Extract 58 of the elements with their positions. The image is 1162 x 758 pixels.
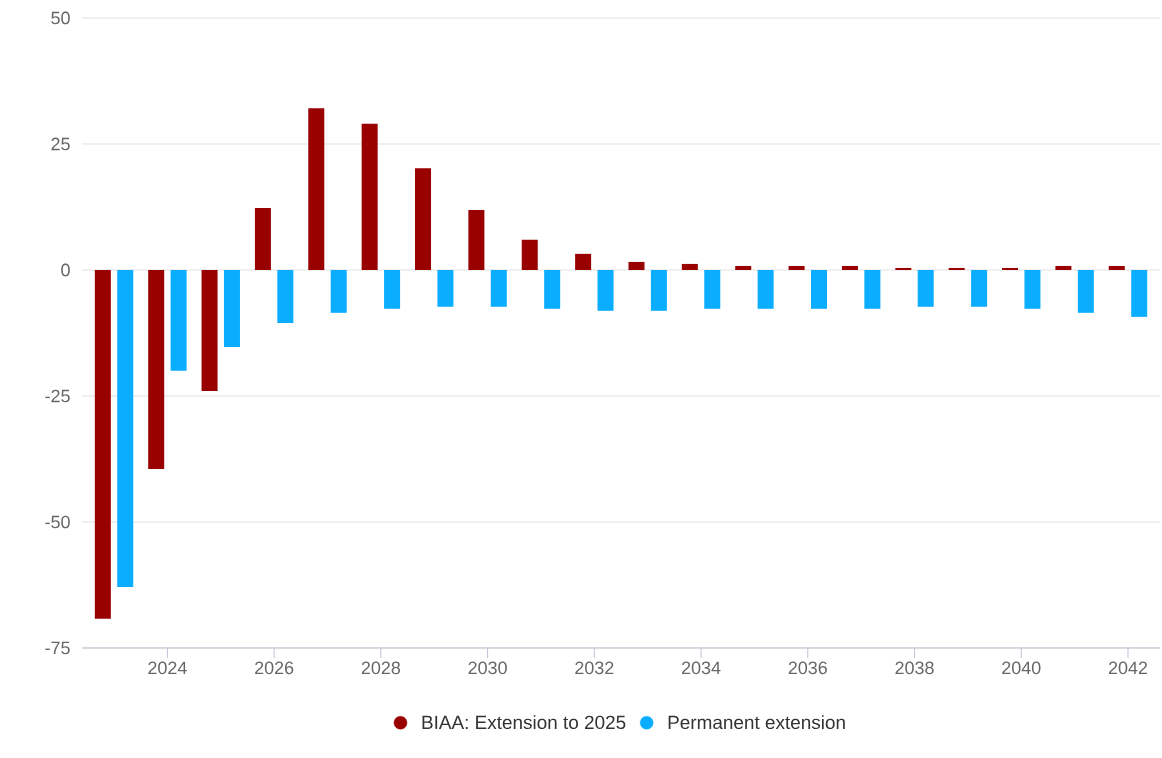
bar bbox=[864, 269, 881, 309]
legend-label: BIAA: Extension to 2025 bbox=[422, 715, 626, 730]
bar bbox=[521, 239, 538, 270]
bar bbox=[1055, 265, 1072, 270]
bar bbox=[1024, 269, 1041, 309]
bar bbox=[170, 269, 187, 371]
bar bbox=[361, 123, 378, 270]
bar bbox=[490, 269, 507, 307]
bar bbox=[117, 269, 134, 587]
bar bbox=[94, 269, 111, 619]
bar bbox=[895, 267, 912, 270]
x-tick-label: 2024 bbox=[148, 661, 187, 675]
x-tick-label: 2040 bbox=[1002, 661, 1041, 675]
bar bbox=[544, 269, 561, 309]
bar bbox=[415, 168, 432, 270]
bar bbox=[1131, 269, 1148, 317]
x-tick-label: 2036 bbox=[788, 661, 827, 675]
bar bbox=[277, 269, 294, 323]
x-tick-label: 2028 bbox=[361, 661, 401, 675]
x-tick-label: 2034 bbox=[682, 661, 721, 675]
bar bbox=[468, 210, 485, 270]
bar bbox=[841, 265, 858, 270]
bar bbox=[1077, 269, 1094, 313]
bar bbox=[650, 269, 667, 311]
y-tick-label: -50 bbox=[45, 515, 70, 529]
bar bbox=[384, 269, 401, 309]
bar bbox=[597, 269, 614, 311]
x-tick-label: 2042 bbox=[1108, 661, 1148, 675]
bar bbox=[788, 265, 805, 270]
bar bbox=[437, 269, 454, 307]
x-tick-label: 2038 bbox=[895, 661, 934, 675]
bar bbox=[735, 265, 752, 270]
bar bbox=[628, 261, 645, 270]
bar bbox=[948, 267, 965, 270]
bar bbox=[330, 269, 347, 313]
bar bbox=[308, 108, 325, 270]
x-tick-label: 2030 bbox=[468, 661, 507, 675]
bar bbox=[223, 269, 240, 348]
bar bbox=[1108, 265, 1125, 270]
y-tick-label: 50 bbox=[51, 11, 70, 25]
legend-label: Permanent extension bbox=[668, 715, 845, 730]
bar bbox=[148, 269, 165, 470]
bar bbox=[810, 269, 827, 309]
x-tick-label: 2026 bbox=[255, 661, 294, 675]
y-tick-label: -25 bbox=[45, 389, 70, 403]
bar bbox=[201, 269, 218, 391]
bar bbox=[254, 207, 271, 270]
bar bbox=[757, 269, 774, 309]
bar bbox=[704, 269, 721, 309]
bar bbox=[681, 263, 698, 270]
y-tick-label: 25 bbox=[51, 137, 70, 151]
bar bbox=[1002, 267, 1019, 270]
y-tick-label: 0 bbox=[61, 263, 70, 277]
bar bbox=[917, 269, 934, 307]
x-tick-label: 2032 bbox=[575, 661, 614, 675]
bar bbox=[575, 253, 592, 270]
bar bbox=[971, 269, 988, 307]
y-tick-label: -75 bbox=[45, 641, 70, 655]
